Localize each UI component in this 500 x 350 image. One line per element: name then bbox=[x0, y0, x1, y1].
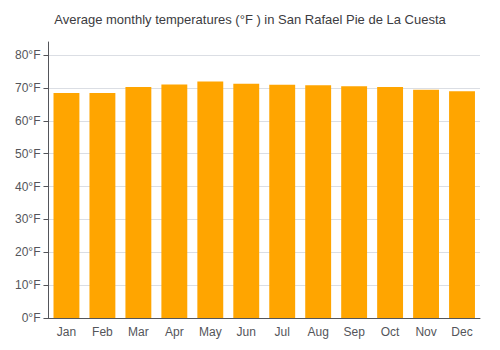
svg-text:Jun: Jun bbox=[237, 325, 256, 339]
svg-text:20°F: 20°F bbox=[15, 245, 40, 259]
svg-text:10°F: 10°F bbox=[15, 278, 40, 292]
svg-text:Average monthly temperatures (: Average monthly temperatures (°F ) in Sa… bbox=[54, 12, 446, 27]
svg-text:60°F: 60°F bbox=[15, 114, 40, 128]
svg-text:Mar: Mar bbox=[128, 325, 149, 339]
svg-text:Apr: Apr bbox=[165, 325, 184, 339]
svg-text:40°F: 40°F bbox=[15, 180, 40, 194]
svg-text:Jul: Jul bbox=[275, 325, 290, 339]
svg-text:30°F: 30°F bbox=[15, 212, 40, 226]
svg-text:Jan: Jan bbox=[57, 325, 76, 339]
svg-text:Dec: Dec bbox=[451, 325, 472, 339]
svg-text:Aug: Aug bbox=[307, 325, 328, 339]
svg-text:Feb: Feb bbox=[92, 325, 113, 339]
svg-text:Sep: Sep bbox=[343, 325, 365, 339]
svg-text:0°F: 0°F bbox=[22, 311, 41, 325]
svg-text:50°F: 50°F bbox=[15, 147, 40, 161]
svg-text:80°F: 80°F bbox=[15, 48, 40, 62]
svg-text:May: May bbox=[199, 325, 222, 339]
svg-text:Nov: Nov bbox=[415, 325, 436, 339]
svg-text:70°F: 70°F bbox=[15, 81, 40, 95]
svg-text:Oct: Oct bbox=[381, 325, 400, 339]
